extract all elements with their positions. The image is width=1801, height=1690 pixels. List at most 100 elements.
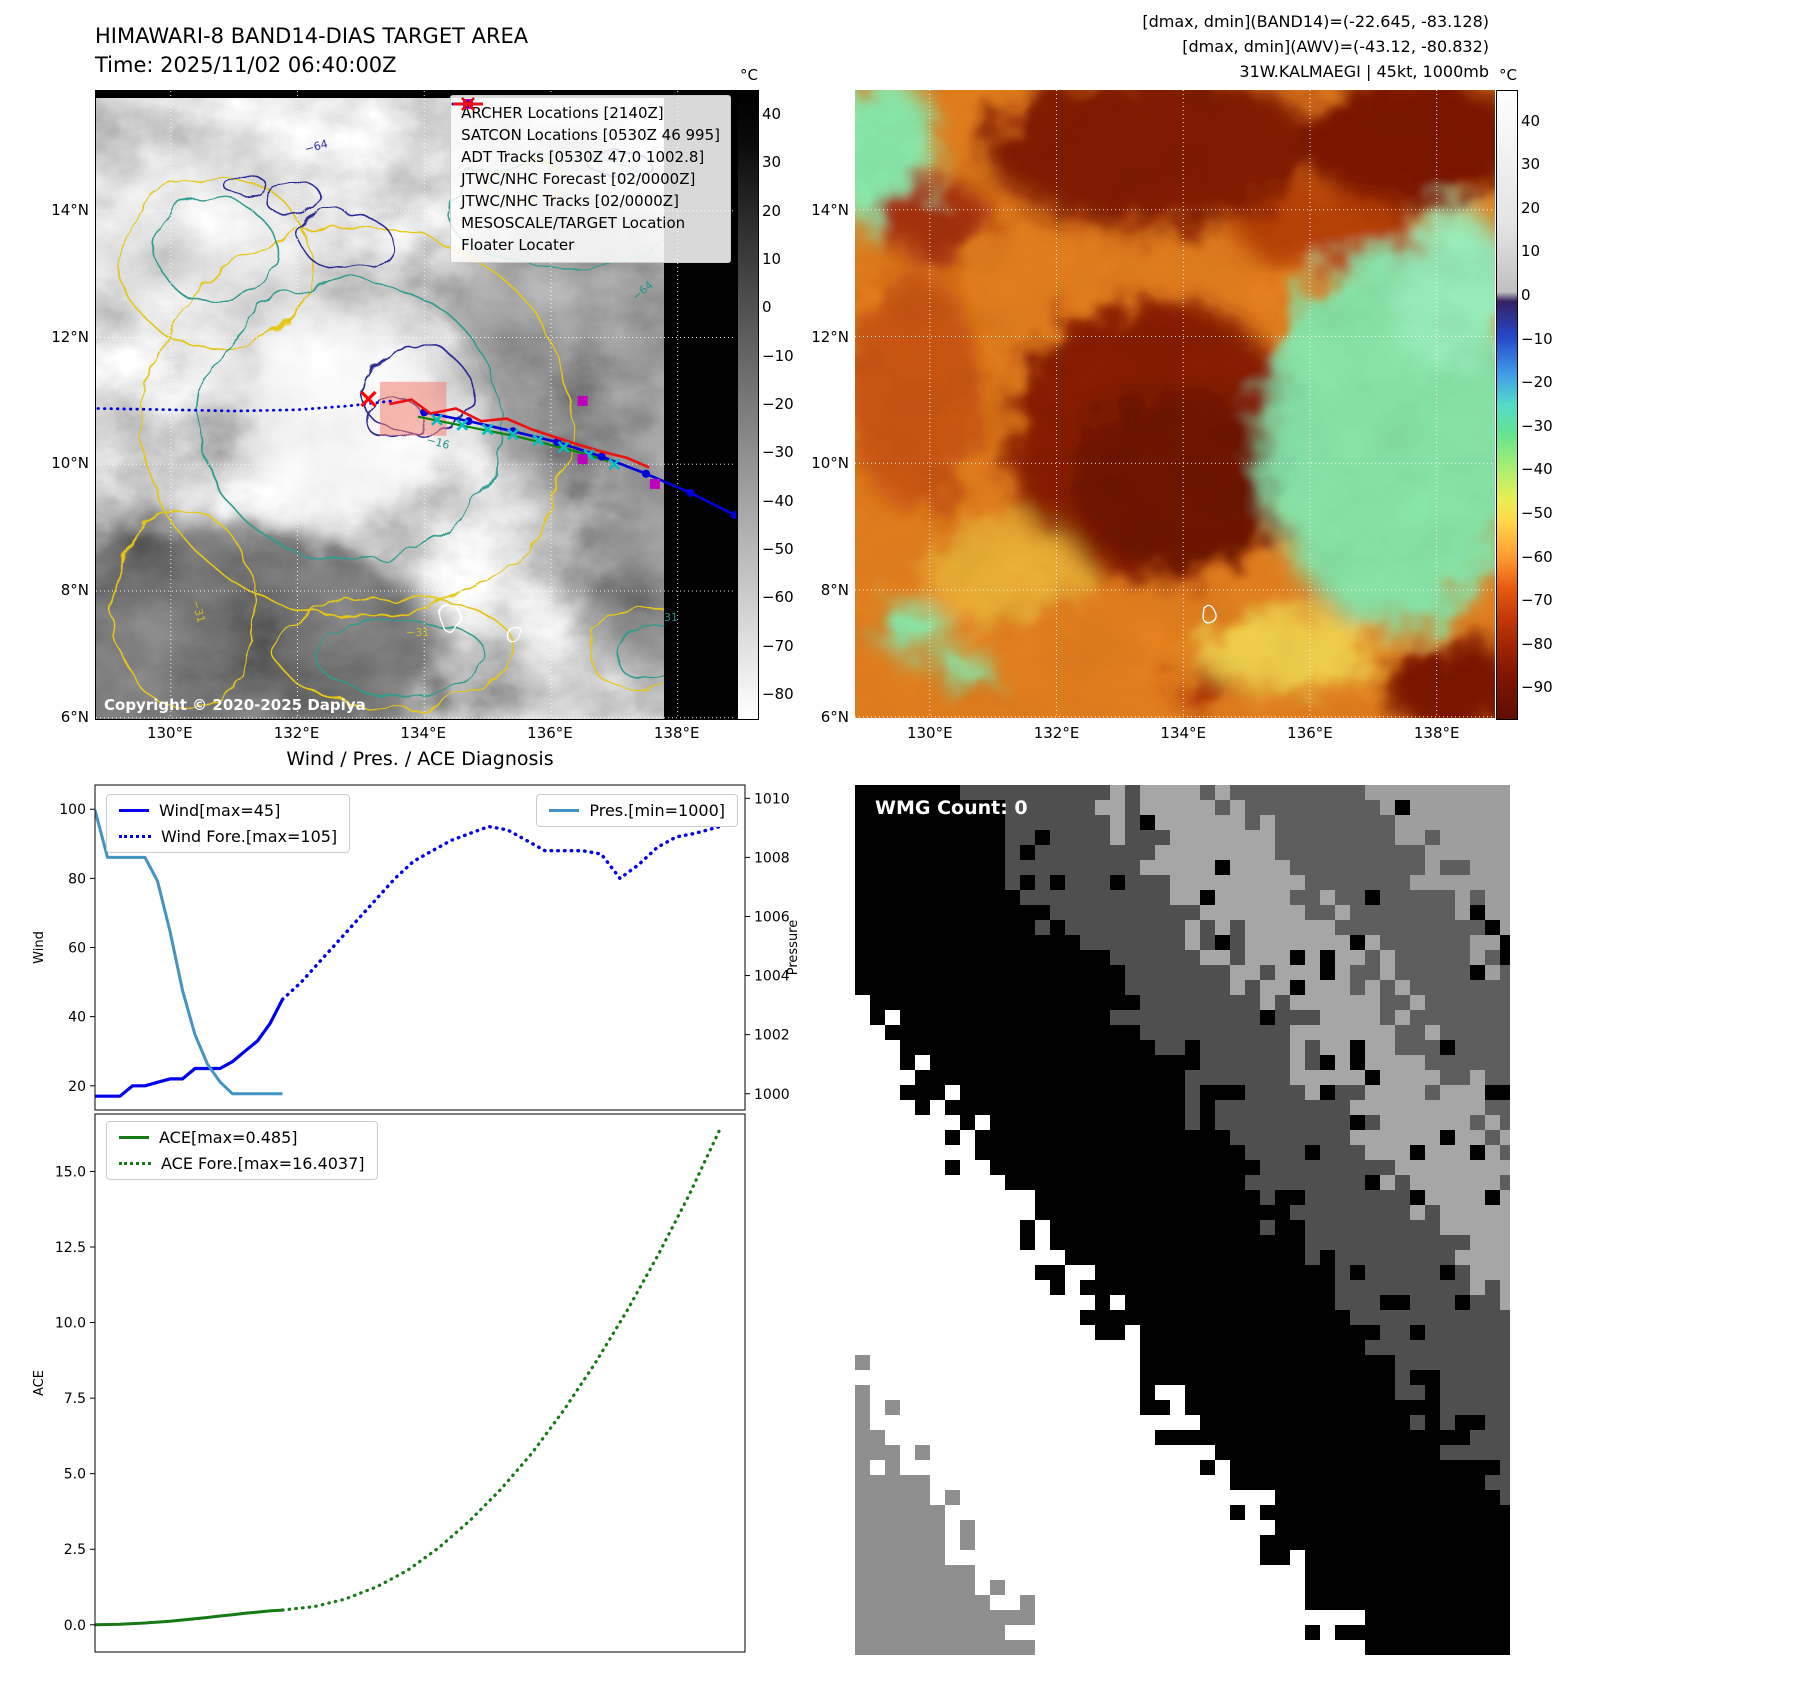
colorbar-tick-label: −30 [762,443,794,462]
y-right-axis-label: Pressure [786,920,801,976]
legend-item-label: ARCHER Locations [2140Z] [461,104,664,122]
map-legend: ARCHER Locations [2140Z] SATCON Locations… [450,95,731,263]
satcon-marker-icon [481,423,494,436]
series-ACE Fore.[max=16.4037] [280,1127,722,1612]
legend-item: SATCON Locations [0530Z 46 995] [461,97,720,146]
colorbar-tick-label: 0 [1521,285,1531,304]
y-right-tick-label: 1008 [754,850,790,866]
legend-item: MESOSCALE/TARGET Location [461,97,720,234]
band14-colorbar [737,90,759,720]
colorbar-tick-label: −10 [762,346,794,365]
colorbar-tick-label: 0 [762,298,772,317]
contour-label: −31 [406,626,429,639]
lon-tick-label: 132°E [1033,724,1080,742]
y-tick-label: 5.0 [64,1467,86,1483]
target-marker-icon [360,390,377,408]
track-overlays [96,381,736,519]
colorbar-tick-label: −70 [762,636,794,655]
series-Wind Fore.[max=105] [280,824,722,1002]
colorbar-tick-label: −80 [1521,634,1553,653]
legend-item-label: MESOSCALE/TARGET Location [461,214,686,232]
line-marker-icon [453,102,484,106]
lon-tick-label: 138°E [653,724,700,742]
lon-tick-label: 136°E [1287,724,1333,742]
jtwc-forecast-track [96,399,394,413]
lat-tick-label: 6°N [60,707,89,726]
header-right: [dmax, dmin](BAND14)=(-22.645, -83.128) … [1142,10,1489,84]
y-tick-label: 60 [68,941,86,957]
wmg-count-label: WMG Count: 0 [875,797,1028,819]
legend-item: Wind Fore.[max=105] [119,827,337,846]
lat-tick-label: 12°N [51,327,89,346]
lon-tick-label: 136°E [527,724,573,742]
archer-marker-icon [577,454,588,465]
jtwc-track-point [642,469,651,478]
satcon-marker-icon [456,419,469,431]
y-right-tick-label: 1002 [754,1028,790,1044]
series-Wind[max=45] [95,998,284,1098]
legend-item-label: ACE Fore.[max=16.4037] [161,1154,365,1173]
colorbar-tick-label: −90 [1521,678,1553,697]
copyright-text: Copyright © 2020-2025 Dapiya [104,696,366,714]
lon-tick-label: 132°E [273,724,320,742]
legend-item-label: Floater Locater [461,236,575,254]
jtwc-track [423,411,736,517]
colorbar-tick-label: −20 [762,395,794,413]
legend-item-label: ACE[max=0.485] [159,1128,298,1147]
pressure-line-marker-icon [549,809,580,812]
dmax-dmin-awv: [dmax, dmin](AWV)=(-43.12, -80.832) [1182,36,1489,56]
legend-item: ACE Fore.[max=16.4037] [119,1154,365,1173]
legend-item: Wind[max=45] [119,801,337,820]
series-ACE[max=0.485] [95,1608,283,1627]
lon-tick-label: 138°E [1413,724,1460,742]
ace-line-marker-icon [119,1136,149,1139]
jtwc-track-point [464,417,473,426]
archer-marker-icon [649,478,660,489]
colorbar-tick-label: −10 [1521,329,1553,348]
colorbar-tick-label: −50 [1521,504,1553,523]
floater-track [389,398,650,469]
pressure-chart-legend: Pres.[min=1000] [536,794,738,827]
lon-tick-label: 130°E [146,724,193,742]
awv-map-panel [855,90,1495,718]
satcon-marker-icon [507,428,519,441]
y-tick-label: 100 [59,802,86,818]
lat-tick-label: 8°N [820,580,849,599]
dmax-dmin-band14: [dmax, dmin](BAND14)=(-22.645, -83.128) [1142,12,1489,31]
lat-tick-label: 10°N [811,454,849,473]
satcon-marker-icon [608,458,621,471]
colorbar-tick-label: −60 [1521,547,1553,566]
jtwc-track-point [730,510,736,519]
colorbar-tick-label: −50 [762,539,794,558]
y-right-tick-label: 1000 [754,1087,790,1103]
figure-title: HIMAWARI-8 BAND14-DIAS TARGET AREA [95,24,529,48]
lat-tick-label: 12°N [811,327,849,346]
lon-tick-label: 134°E [400,724,447,742]
legend-item: Pres.[min=1000] [549,801,725,820]
legend-item: ARCHER Locations [2140Z] [461,99,720,124]
colorbar-tick-label: −40 [762,491,794,510]
legend-item-label: Wind Fore.[max=105] [161,827,338,846]
y-right-tick-label: 1004 [754,969,790,985]
jtwc-track-point [686,488,695,497]
y-axis-label: Wind [32,931,47,964]
legend-item-label: Wind[max=45] [159,801,281,820]
series-Pres.[min=1000] [95,809,283,1096]
y-tick-label: 10.0 [55,1316,86,1332]
lat-tick-label: 10°N [51,454,89,473]
y-tick-label: 7.5 [64,1391,86,1407]
legend-item-label: Pres.[min=1000] [589,801,725,820]
legend-item: Floater Locater [453,102,720,256]
legend-item: JTWC/NHC Tracks [02/0000Z] [453,100,720,212]
colorbar-tick-label: −30 [1521,416,1553,435]
legend-item-label: JTWC/NHC Forecast [02/0000Z] [461,170,696,188]
lat-tick-label: 14°N [51,200,89,219]
figure-time: Time: 2025/11/02 06:40:00Z [95,53,397,77]
y-tick-label: 40 [68,1010,86,1026]
colorbar-tick-label: −40 [1521,460,1553,479]
archer-marker-icon [577,395,588,406]
jtwc-track-point [597,452,606,461]
colorbar-tick-label: −80 [762,684,794,703]
legend-item: JTWC/NHC Forecast [02/0000Z] [451,102,720,190]
satcon-marker-icon [557,441,570,454]
